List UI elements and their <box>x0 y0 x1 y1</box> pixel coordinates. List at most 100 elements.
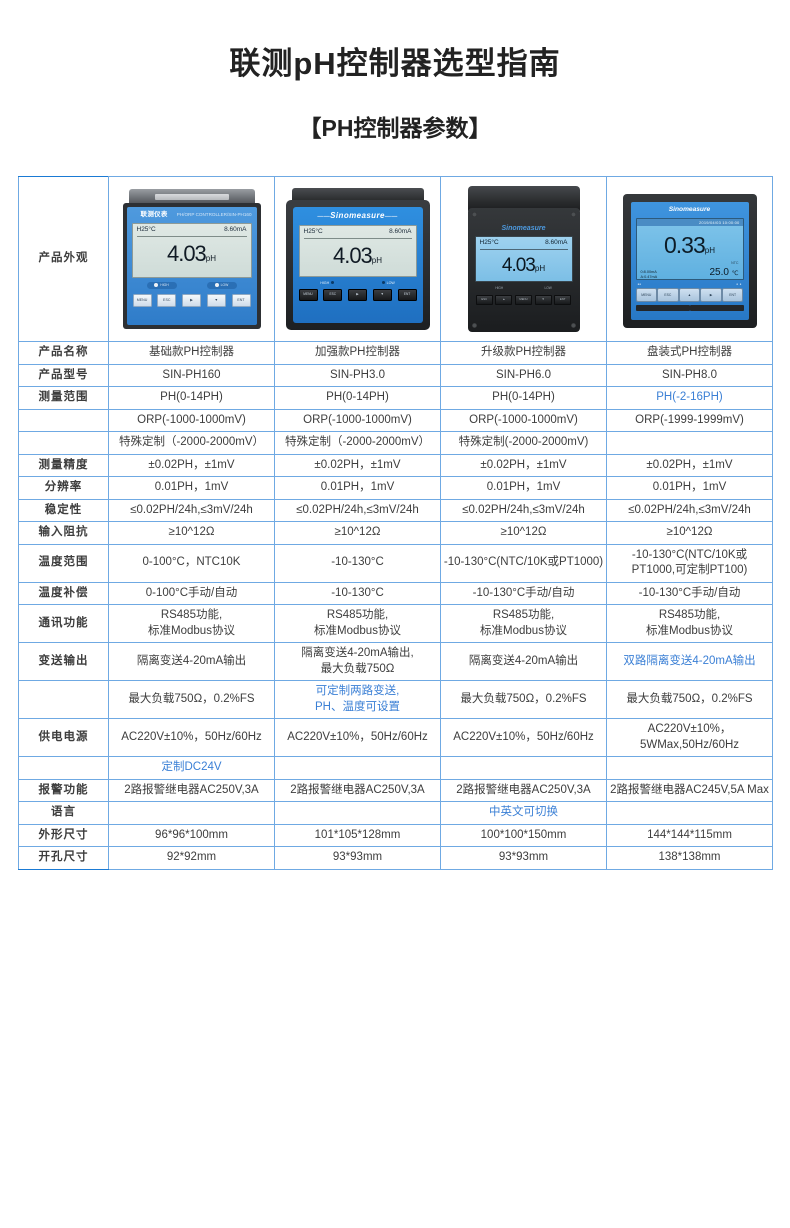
device-button[interactable]: ▶ <box>348 288 367 301</box>
device-button[interactable]: MENU <box>635 287 658 302</box>
cell-r18-c2 <box>274 801 441 825</box>
cell-r17-c4: 2路报警继电器AC245V,5A Max <box>606 778 773 803</box>
cell-text: ORP(-1000-1000mV) <box>137 413 246 426</box>
table-row: 报警功能 2路报警继电器AC250V,3A 2路报警继电器AC250V,3A 2路报警… <box>18 778 773 803</box>
device-basic: 联测仪表 PH/ORP CONTROLLER/SIN-PH160 H25°C 8.6… <box>117 189 267 329</box>
lcd-value: 4.03pH <box>501 255 546 277</box>
device-button[interactable]: ▼ <box>206 293 226 307</box>
cell-text: 隔离变送4-20mA输出 <box>468 654 579 667</box>
device-button-row: ESC ▲ MENU ▼ ENT <box>475 294 573 305</box>
lcd-output-info: 0:8.00mA A:0.47mA <box>640 269 658 279</box>
lcd-value: 4.03pH <box>332 242 383 268</box>
cell-r3-c4: PH(-2-16PH) <box>606 386 773 410</box>
cell-text: 最大负载750Ω，0.2%FS <box>626 693 753 705</box>
cell-r10-c4: -10-130°C(NTC/10K或 PT1000,可定制PT100) <box>606 543 773 583</box>
device-hood <box>128 189 255 205</box>
cell-text: ≤0.02PH/24h,≤3mV/24h <box>628 503 751 516</box>
device-button[interactable]: MENU <box>132 293 152 307</box>
cell-r12-c3: RS485功能, 标准Modbus协议 <box>440 604 607 644</box>
table-row: 温度范围 0-100°C，NTC10K -10-130°C -10-130°C(NTC… <box>18 543 773 583</box>
cell-r15-c3: AC220V±10%，50Hz/60Hz <box>440 718 607 758</box>
table-row: 开孔尺寸 92*92mm 93*93mm 93*93mm 138*138mm <box>18 846 773 870</box>
lcd-current: 8.60mA <box>545 239 568 247</box>
table-row: 供电电源 AC220V±10%，50Hz/60Hz AC220V±10%，50Hz/… <box>18 718 773 758</box>
page-subtitle: 【PH控制器参数】 <box>298 114 492 141</box>
device-button[interactable]: ENT <box>231 293 251 307</box>
device-button[interactable]: ESC <box>475 294 493 305</box>
cell-r17-c3: 2路报警继电器AC250V,3A <box>440 778 607 803</box>
device-brand: Sinomeasure <box>299 211 417 222</box>
cell-text: SIN-PH6.0 <box>496 368 551 381</box>
cell-text: ORP(-1000-1000mV) <box>469 413 578 426</box>
device-button[interactable]: ESC <box>657 287 679 302</box>
cell-text: 2路报警继电器AC245V,5A Max <box>610 783 769 796</box>
device-button[interactable]: ENT <box>721 287 744 302</box>
device-button[interactable]: ▶ <box>182 293 201 307</box>
row-label-15: 供电电源 <box>18 718 109 758</box>
device-button[interactable]: ENT <box>397 288 417 301</box>
cell-r12-c2: RS485功能, 标准Modbus协议 <box>274 604 441 644</box>
device-button-row: MENU ESC ▶ ▼ ENT <box>132 293 252 307</box>
device-button[interactable]: ▼ <box>372 288 392 301</box>
device-button[interactable]: ▼ <box>534 294 552 305</box>
lcd-temp-label: NTC <box>731 261 739 266</box>
table-row: 产品型号 SIN-PH160 SIN-PH3.0 SIN-PH6.0 SIN-PH8.0 <box>18 363 773 388</box>
cell-r3-c2: PH(0-14PH) <box>274 386 441 410</box>
device-button[interactable]: ESC <box>157 293 177 307</box>
device-button[interactable]: ESC <box>323 288 343 301</box>
table-row: 定制DC24V <box>18 756 773 780</box>
table-row: 最大负载750Ω，0.2%FS 可定制两路变送, PH、温度可设置 最大负载750Ω… <box>18 680 773 720</box>
cell-r8-c1: ≤0.02PH/24h,≤3mV/24h <box>108 498 275 523</box>
cell-text: 138*138mm <box>658 851 721 864</box>
cell-r20-c2: 93*93mm <box>274 846 441 870</box>
cell-text: ±0.02PH，±1mV <box>480 458 567 471</box>
device-button[interactable]: MENU <box>298 288 318 301</box>
cell-text: 0.01PH，1mV <box>320 481 395 494</box>
device-button[interactable]: ▶ <box>700 287 722 302</box>
device-lcd: H25°C 8.60mA 4.03pH <box>474 236 573 283</box>
row-label-empty-4 <box>18 408 109 433</box>
device-led-row: ●● ● ● <box>636 280 744 286</box>
screw-icon <box>570 212 576 217</box>
cell-r19-c1: 96*96*100mm <box>108 823 275 848</box>
cell-text: 0.01PH，1mV <box>486 481 561 494</box>
cell-text: RS485功能, 标准Modbus协议 <box>480 609 567 637</box>
cell-r5-c2: 特殊定制（-2000-2000mV） <box>274 431 441 455</box>
cell-r10-c1: 0-100°C，NTC10K <box>108 543 275 583</box>
row-label-13: 变送输出 <box>18 642 109 682</box>
cell-text: ±0.02PH，±1mV <box>646 458 733 471</box>
lcd-unit: pH <box>371 255 383 265</box>
lcd-top-row: H25°C 8.60mA <box>479 239 568 251</box>
lcd-datetime: 2019/04/03 10:00:00 <box>636 218 743 227</box>
device-button[interactable]: MENU <box>514 294 532 305</box>
cell-text: 基础款PH控制器 <box>149 346 234 358</box>
device-button[interactable]: ▲ <box>678 287 701 302</box>
cell-text: -10-130°C(NTC/10K或PT1000) <box>443 556 604 569</box>
device-hood <box>291 188 424 202</box>
lcd-top-row: H25°C 8.60mA <box>303 228 412 239</box>
table-row: 输入阻抗 ≥10^12Ω ≥10^12Ω ≥10^12Ω ≥10^12Ω <box>18 521 773 545</box>
device-led-row: HIGH LOW <box>475 286 573 290</box>
device-face: 联测仪表 PH/ORP CONTROLLER/SIN-PH160 H25°C 8.6… <box>126 207 257 325</box>
row-label-19: 外形尺寸 <box>18 823 109 848</box>
table-row: ORP(-1000-1000mV) ORP(-1000-1000mV) ORP(-1… <box>18 408 773 433</box>
cell-r9-c4: ≥10^12Ω <box>606 521 773 545</box>
lcd-temp: H25°C <box>136 225 156 233</box>
cell-r10-c3: -10-130°C(NTC/10K或PT1000) <box>440 543 607 583</box>
cell-text: PH(0-14PH) <box>160 391 223 404</box>
cell-text: 定制DC24V <box>161 761 222 774</box>
device-button[interactable]: ENT <box>554 294 572 305</box>
cell-r19-c3: 100*100*150mm <box>440 823 607 848</box>
cell-r16-c2 <box>274 756 441 780</box>
cell-text: 101*105*128mm <box>314 828 401 841</box>
cell-text: ≤0.02PH/24h,≤3mV/24h <box>296 503 419 516</box>
led-high: HIGH <box>146 281 177 289</box>
device-frame: Sinomeasure 2019/04/03 10:00:00 0.33pH 0… <box>622 194 757 328</box>
cell-text: 可定制两路变送, PH、温度可设置 <box>315 685 400 713</box>
row-label-empty-16 <box>18 756 109 780</box>
device-button[interactable]: ▲ <box>495 294 513 305</box>
cell-r14-c4: 最大负载750Ω，0.2%FS <box>606 680 773 720</box>
cell-text: ≥10^12Ω <box>500 526 547 539</box>
cell-r14-c1: 最大负载750Ω，0.2%FS <box>108 680 275 720</box>
cell-r4-c1: ORP(-1000-1000mV) <box>108 408 275 433</box>
